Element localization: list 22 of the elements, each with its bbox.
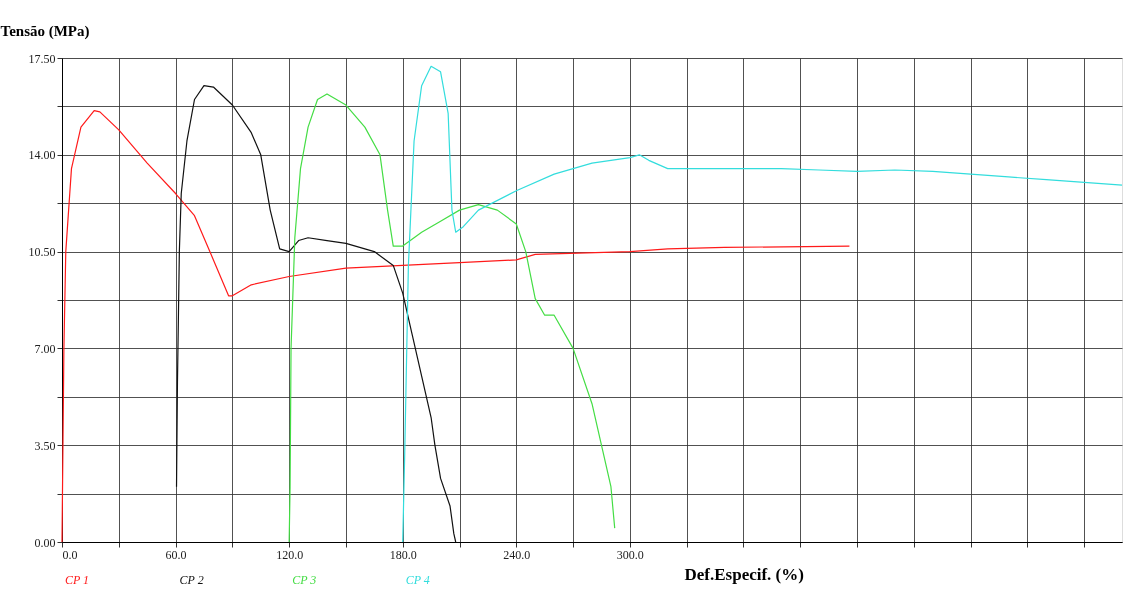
text: CP 4 [405, 573, 430, 587]
x-axis-title: Def.Especif. (%) [684, 564, 804, 584]
x-tick-label: 0.0 [62, 547, 78, 562]
y-tick-label: 0.00 [34, 535, 56, 550]
y-tick-label: 3.50 [34, 438, 56, 453]
text: CP 2 [179, 573, 204, 587]
y-tick-label: 14.00 [28, 148, 56, 163]
y-axis-title: Tensão (MPa) [0, 22, 90, 40]
y-tick-label: 17.50 [28, 51, 56, 66]
x-tick-label: 300.0 [616, 547, 644, 562]
text: CP 1 [65, 573, 90, 587]
x-tick-label: 240.0 [503, 547, 531, 562]
x-tick-label: 120.0 [276, 547, 304, 562]
y-tick-label: 7.00 [34, 341, 56, 356]
line-series [61, 109, 851, 543]
line-series [402, 65, 1123, 543]
line-series [175, 85, 457, 543]
x-tick-label: 60.0 [165, 547, 187, 562]
y-tick-label: 10.50 [28, 245, 56, 260]
text: CP 3 [292, 573, 317, 587]
x-tick-label: 180.0 [389, 547, 417, 562]
line-series [288, 93, 616, 543]
